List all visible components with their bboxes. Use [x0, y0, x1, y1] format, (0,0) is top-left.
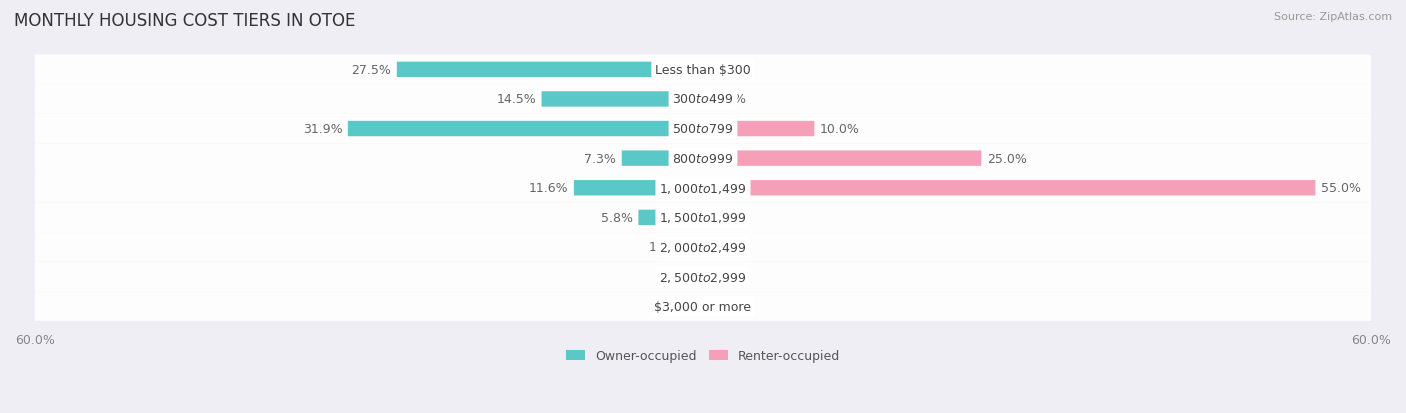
Text: Source: ZipAtlas.com: Source: ZipAtlas.com — [1274, 12, 1392, 22]
FancyBboxPatch shape — [541, 92, 703, 107]
Text: Less than $300: Less than $300 — [655, 64, 751, 77]
Text: 25.0%: 25.0% — [987, 152, 1026, 165]
Text: 0.0%: 0.0% — [659, 271, 692, 283]
FancyBboxPatch shape — [686, 240, 703, 255]
FancyBboxPatch shape — [28, 233, 1378, 262]
FancyBboxPatch shape — [703, 180, 1316, 196]
Text: $3,000 or more: $3,000 or more — [655, 300, 751, 313]
Text: MONTHLY HOUSING COST TIERS IN OTOE: MONTHLY HOUSING COST TIERS IN OTOE — [14, 12, 356, 30]
FancyBboxPatch shape — [703, 151, 981, 166]
Text: 14.5%: 14.5% — [496, 93, 536, 106]
Text: 11.6%: 11.6% — [529, 182, 568, 195]
Text: 0.0%: 0.0% — [714, 271, 747, 283]
Text: $1,000 to $1,499: $1,000 to $1,499 — [659, 181, 747, 195]
FancyBboxPatch shape — [28, 173, 1378, 203]
Text: 0.0%: 0.0% — [714, 93, 747, 106]
Text: 0.0%: 0.0% — [714, 241, 747, 254]
Text: 0.0%: 0.0% — [714, 211, 747, 224]
Text: 7.3%: 7.3% — [585, 152, 616, 165]
FancyBboxPatch shape — [574, 180, 703, 196]
Text: $2,000 to $2,499: $2,000 to $2,499 — [659, 240, 747, 254]
Text: 0.0%: 0.0% — [714, 300, 747, 313]
Text: $2,500 to $2,999: $2,500 to $2,999 — [659, 270, 747, 284]
Text: $1,500 to $1,999: $1,500 to $1,999 — [659, 211, 747, 225]
FancyBboxPatch shape — [638, 210, 703, 225]
FancyBboxPatch shape — [347, 121, 703, 137]
Text: 1.5%: 1.5% — [648, 241, 681, 254]
FancyBboxPatch shape — [703, 121, 814, 137]
FancyBboxPatch shape — [396, 62, 703, 78]
FancyBboxPatch shape — [28, 55, 1378, 85]
Text: 10.0%: 10.0% — [820, 123, 860, 136]
Text: $800 to $999: $800 to $999 — [672, 152, 734, 165]
FancyBboxPatch shape — [621, 151, 703, 166]
Text: $300 to $499: $300 to $499 — [672, 93, 734, 106]
Text: 27.5%: 27.5% — [352, 64, 391, 77]
FancyBboxPatch shape — [28, 114, 1378, 144]
FancyBboxPatch shape — [28, 85, 1378, 114]
Text: 55.0%: 55.0% — [1322, 182, 1361, 195]
FancyBboxPatch shape — [28, 203, 1378, 233]
FancyBboxPatch shape — [28, 292, 1378, 321]
Text: 31.9%: 31.9% — [302, 123, 342, 136]
Text: 0.0%: 0.0% — [659, 300, 692, 313]
FancyBboxPatch shape — [28, 144, 1378, 173]
Text: 5.8%: 5.8% — [600, 211, 633, 224]
Text: 0.0%: 0.0% — [714, 64, 747, 77]
Legend: Owner-occupied, Renter-occupied: Owner-occupied, Renter-occupied — [561, 344, 845, 367]
FancyBboxPatch shape — [28, 262, 1378, 292]
Text: $500 to $799: $500 to $799 — [672, 123, 734, 136]
